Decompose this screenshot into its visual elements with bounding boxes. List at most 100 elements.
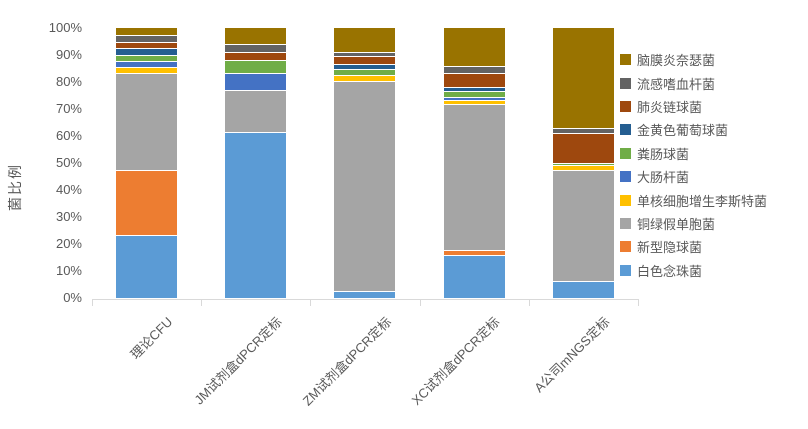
bar-segment-脑膜炎奈瑟菌: [552, 28, 614, 128]
bar-segment-金黄色葡萄球菌: [334, 63, 396, 69]
bar-segment-流感嗜血杆菌: [116, 35, 178, 43]
y-axis-title: 菌比例: [7, 163, 23, 211]
legend-swatch-icon: [620, 194, 631, 206]
bar-segment-单核细胞增生李斯特菌: [443, 100, 505, 105]
bar-segment-脑膜炎奈瑟菌: [334, 28, 396, 53]
x-tick-mark: [638, 299, 639, 306]
y-tick-label: 10%: [55, 263, 82, 278]
x-category-label: XC试剂盒dPCR定标: [409, 314, 503, 408]
bar-segment-铜绿假单胞菌: [334, 80, 396, 291]
bar-segment-粪肠球菌: [116, 54, 178, 61]
legend-item-单核细胞增生李斯特菌: 单核细胞增生李斯特菌: [620, 188, 767, 211]
bar-segment-新型隐球菌: [443, 249, 505, 255]
legend-item-铜绿假单胞菌: 铜绿假单胞菌: [620, 212, 767, 235]
legend-swatch-icon: [620, 264, 631, 276]
legend-label: 金黄色葡萄球菌: [637, 123, 729, 139]
bar-segment-流感嗜血杆菌: [334, 52, 396, 57]
bar-segment-肺炎链球菌: [225, 52, 287, 61]
y-tick-label: 80%: [55, 74, 82, 89]
legend-label: 肺炎链球菌: [637, 99, 703, 115]
legend-item-白色念珠菌: 白色念珠菌: [620, 259, 767, 282]
bar-segment-单核细胞增生李斯特菌: [334, 75, 396, 81]
bar-segment-金黄色葡萄球菌: [443, 86, 505, 91]
bar-segment-脑膜炎奈瑟菌: [225, 28, 287, 45]
x-tick-mark: [419, 299, 421, 306]
bar-segment-脑膜炎奈瑟菌: [443, 28, 505, 66]
legend-label: 白色念珠菌: [637, 263, 703, 279]
plot-area: [92, 28, 638, 298]
legend-item-流感嗜血杆菌: 流感嗜血杆菌: [620, 71, 767, 94]
bar-segment-单核细胞增生李斯特菌: [552, 165, 614, 170]
bar-segment-流感嗜血杆菌: [443, 65, 505, 74]
x-tick-mark: [201, 299, 203, 306]
legend-swatch-icon: [620, 171, 631, 183]
legend-label: 单核细胞增生李斯特菌: [637, 193, 768, 209]
legend-swatch-icon: [620, 217, 631, 229]
x-category-label: A公司mNGS定标: [531, 314, 613, 396]
bar-segment-肺炎链球菌: [443, 73, 505, 87]
y-tick-label: 60%: [55, 128, 82, 143]
bar-理论CFU: [116, 28, 178, 298]
legend-swatch-icon: [620, 124, 631, 136]
bar-segment-大肠杆菌: [443, 96, 505, 101]
legend-swatch-icon: [620, 147, 631, 159]
bar-XC试剂盒dPCR定标: [443, 28, 505, 298]
y-tick-label: 70%: [55, 101, 82, 116]
bar-segment-白色念珠菌: [443, 254, 505, 298]
x-axis-line: [92, 299, 639, 300]
bar-segment-大肠杆菌: [225, 72, 287, 91]
bar-segment-铜绿假单胞菌: [116, 72, 178, 171]
bar-JM试剂盒dPCR定标: [225, 28, 287, 298]
legend-item-大肠杆菌: 大肠杆菌: [620, 165, 767, 188]
bar-segment-粪肠球菌: [552, 162, 614, 166]
bar-segment-肺炎链球菌: [116, 42, 178, 49]
legend-label: 脑膜炎奈瑟菌: [637, 53, 716, 69]
bar-segment-大肠杆菌: [116, 60, 178, 67]
x-category-label: JM试剂盒dPCR定标: [191, 314, 285, 408]
legend-swatch-icon: [620, 241, 631, 253]
bar-segment-白色念珠菌: [116, 234, 178, 298]
x-category-label: 理论CFU: [127, 314, 176, 363]
legend-label: 铜绿假单胞菌: [637, 216, 716, 232]
bar-segment-肺炎链球菌: [334, 56, 396, 64]
y-tick-label: 90%: [55, 47, 82, 62]
bar-segment-粪肠球菌: [334, 68, 396, 76]
legend-item-肺炎链球菌: 肺炎链球菌: [620, 95, 767, 118]
bar-segment-铜绿假单胞菌: [443, 104, 505, 250]
bar-segment-白色念珠菌: [225, 131, 287, 298]
legend-swatch-icon: [620, 100, 631, 112]
bar-segment-单核细胞增生李斯特菌: [116, 66, 178, 73]
y-tick-label: 0%: [63, 290, 82, 305]
bar-segment-白色念珠菌: [552, 281, 614, 298]
bar-segment-粪肠球菌: [443, 90, 505, 97]
x-category-label: ZM试剂盒dPCR定标: [299, 314, 394, 409]
bar-segment-金黄色葡萄球菌: [116, 48, 178, 55]
bar-segment-新型隐球菌: [116, 170, 178, 235]
legend-swatch-icon: [620, 77, 631, 89]
y-tick-label: 50%: [55, 155, 82, 170]
bar-segment-铜绿假单胞菌: [552, 169, 614, 282]
legend-label: 大肠杆菌: [637, 170, 690, 186]
legend-item-新型隐球菌: 新型隐球菌: [620, 235, 767, 258]
bar-segment-脑膜炎奈瑟菌: [116, 28, 178, 36]
x-tick-mark: [528, 299, 530, 306]
bars-container: [92, 28, 638, 298]
x-tick-mark: [92, 299, 93, 306]
y-tick-label: 100%: [48, 20, 82, 35]
legend-label: 流感嗜血杆菌: [637, 76, 716, 92]
legend-item-脑膜炎奈瑟菌: 脑膜炎奈瑟菌: [620, 48, 767, 71]
bar-segment-铜绿假单胞菌: [225, 90, 287, 132]
y-tick-label: 40%: [55, 182, 82, 197]
legend-label: 新型隐球菌: [637, 240, 703, 256]
legend-swatch-icon: [620, 54, 631, 66]
bar-segment-流感嗜血杆菌: [225, 44, 287, 53]
y-tick-label: 20%: [55, 236, 82, 251]
bar-segment-肺炎链球菌: [552, 133, 614, 163]
legend-item-金黄色葡萄球菌: 金黄色葡萄球菌: [620, 118, 767, 141]
legend-item-粪肠球菌: 粪肠球菌: [620, 142, 767, 165]
legend: 脑膜炎奈瑟菌 流感嗜血杆菌 肺炎链球菌金黄色葡萄球菌 粪肠球菌大肠杆菌单核细胞增生李斯…: [620, 48, 767, 282]
bar-ZM试剂盒dPCR定标: [334, 28, 396, 298]
legend-label: 粪肠球菌: [637, 146, 690, 162]
x-tick-mark: [310, 299, 312, 306]
